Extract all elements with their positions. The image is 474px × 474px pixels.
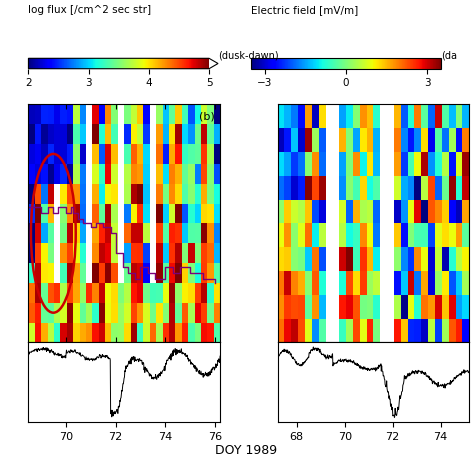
Text: (dusk-dawn): (dusk-dawn) [218,51,279,61]
Text: DOY 1989: DOY 1989 [215,445,278,457]
Text: Electric field [mV/m]: Electric field [mV/m] [251,5,358,15]
Text: (da: (da [441,51,457,61]
PathPatch shape [209,58,218,69]
Text: log flux [/cm^2 sec str]: log flux [/cm^2 sec str] [28,5,152,15]
Text: (b): (b) [199,111,214,121]
